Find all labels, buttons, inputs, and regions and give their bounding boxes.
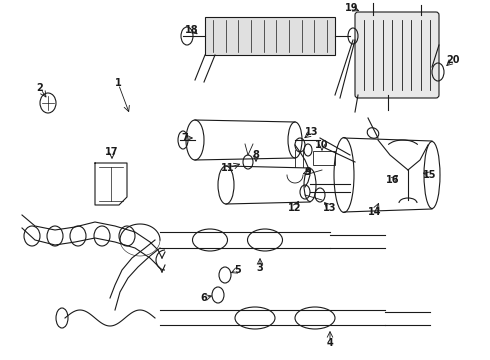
Text: 10: 10: [315, 140, 329, 150]
Text: 3: 3: [257, 263, 264, 273]
Text: 14: 14: [368, 207, 382, 217]
Text: 2: 2: [37, 83, 44, 93]
Text: 8: 8: [252, 150, 259, 160]
Text: 17: 17: [105, 147, 119, 157]
Text: 7: 7: [182, 133, 188, 143]
Text: 20: 20: [446, 55, 460, 65]
Text: 19: 19: [345, 3, 359, 13]
Text: 5: 5: [235, 265, 242, 275]
Text: 6: 6: [200, 293, 207, 303]
Text: 1: 1: [115, 78, 122, 88]
Text: 12: 12: [288, 203, 302, 213]
Text: 15: 15: [423, 170, 437, 180]
Text: 9: 9: [305, 167, 311, 177]
Text: 13: 13: [305, 127, 319, 137]
Text: 18: 18: [185, 25, 199, 35]
Bar: [313, 151, 335, 165]
Text: 11: 11: [221, 163, 235, 173]
Text: 13: 13: [323, 203, 337, 213]
FancyBboxPatch shape: [355, 12, 439, 98]
Text: 16: 16: [386, 175, 400, 185]
Text: 4: 4: [327, 338, 333, 348]
Bar: [205, 17, 335, 55]
